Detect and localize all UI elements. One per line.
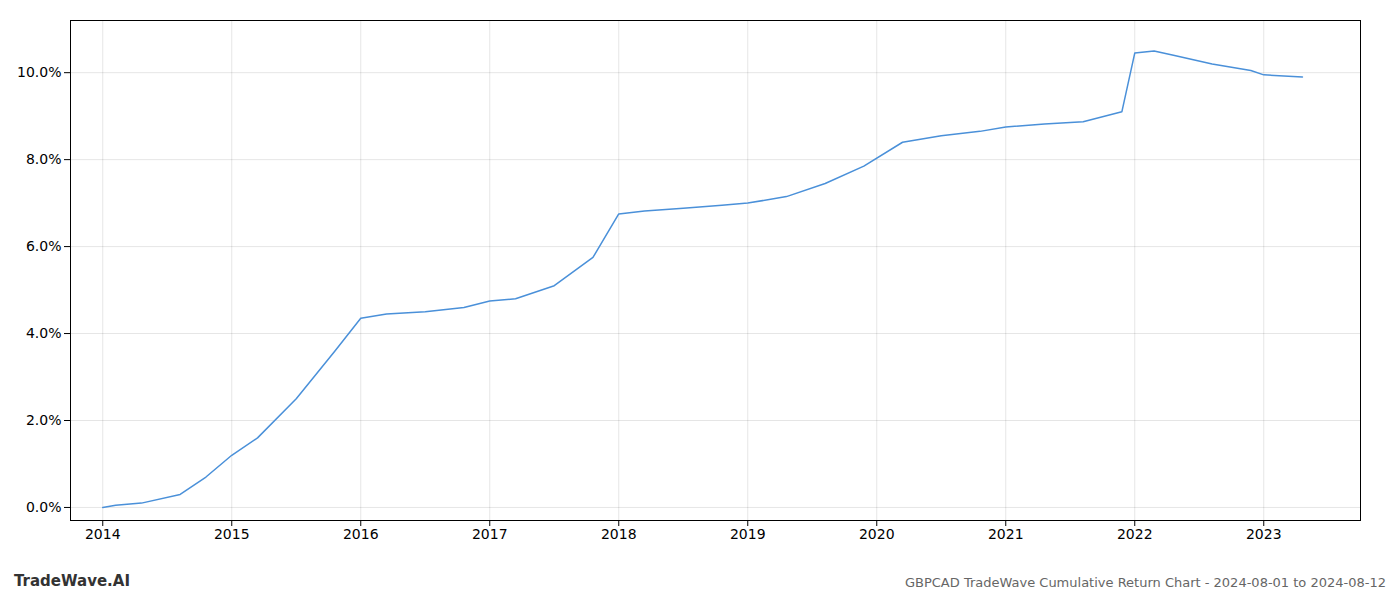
svg-text:2019: 2019: [730, 526, 766, 542]
svg-text:2017: 2017: [472, 526, 508, 542]
svg-text:2021: 2021: [988, 526, 1024, 542]
svg-text:10.0%: 10.0%: [17, 64, 61, 80]
svg-text:2.0%: 2.0%: [26, 412, 62, 428]
svg-text:0.0%: 0.0%: [26, 499, 62, 515]
html-text:GBPCAD TradeWave Cumulative Re: GBPCAD TradeWave Cumulative Return Chart…: [905, 575, 1386, 590]
html-text:TradeWave.AI: TradeWave.AI: [14, 572, 130, 590]
svg-text:2015: 2015: [214, 526, 250, 542]
svg-text:8.0%: 8.0%: [26, 151, 62, 167]
svg-text:2022: 2022: [1117, 526, 1153, 542]
svg-text:2023: 2023: [1246, 526, 1282, 542]
svg-text:2014: 2014: [85, 526, 121, 542]
svg-text:2016: 2016: [343, 526, 379, 542]
svg-text:2020: 2020: [859, 526, 895, 542]
svg-text:4.0%: 4.0%: [26, 325, 62, 341]
svg-text:2018: 2018: [601, 526, 637, 542]
svg-text:6.0%: 6.0%: [26, 238, 62, 254]
